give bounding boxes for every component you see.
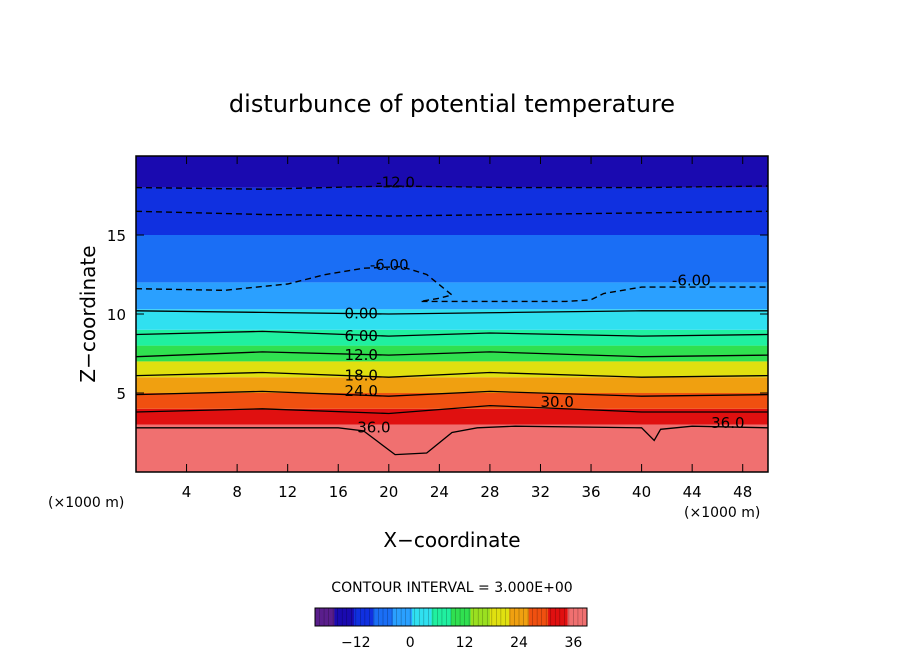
x-unit-left: (×1000 m) [48,495,124,511]
contour-line-9 [136,210,768,217]
colorbar-segment [548,608,569,626]
y-tick-label: 5 [116,385,126,403]
field-band-9 [136,235,768,283]
colorbar [314,607,588,627]
x-tick-label: 8 [232,483,242,501]
colorbar-segment [412,608,433,626]
x-axis-ticks: 4 8 12 16 20 24 28 32 36 40 44 48 [182,156,752,501]
contour-label-5: 30.0 [540,393,573,411]
colorbar-frame [314,607,588,627]
colorbar-tick-label: 24 [510,635,528,651]
colorbar-segment [470,608,491,626]
contour-lines [136,185,768,456]
contour-line-4 [136,390,768,397]
x-tick-label: 48 [733,483,752,501]
x-tick-label: 32 [531,483,550,501]
x-tick-label: 16 [329,483,348,501]
colorbar-tick-label: 0 [406,635,415,651]
x-tick-label: 44 [683,483,702,501]
x-tick-label: 4 [182,483,192,501]
y-tick-label: 15 [107,227,126,245]
x-axis-label: X−coordinate [383,528,520,552]
contour-label-0: 0.00 [345,305,378,323]
contour-line-5 [136,404,768,415]
contour-extra-label-1: 36.0 [711,414,744,432]
colorbar-tick-label: 36 [564,635,582,651]
field-band-7 [136,309,768,330]
colorbar-tick-label: 12 [456,635,474,651]
contour-line-3 [136,371,768,378]
contour-extra-label-0: -6.00 [672,272,711,290]
contour-label-4: 24.0 [345,382,378,400]
chart-title: disturbunce of potential temperature [229,90,675,118]
x-unit-right: (×1000 m) [684,505,760,521]
contour-label-1: 6.00 [345,327,378,345]
field-band-0 [136,424,768,472]
field-band-2 [136,393,768,409]
field-band-11 [136,156,768,188]
colorbar-segment [431,608,452,626]
colorbar-segment [373,608,394,626]
field-bands [136,156,768,472]
x-tick-label: 12 [278,483,297,501]
x-tick-label: 28 [480,483,499,501]
colorbar-segment [334,608,355,626]
contour-label-7: -6.00 [370,256,409,274]
contour-label-8: -12.0 [376,174,415,192]
colorbar-segment [392,608,413,626]
colorbar-segment [451,608,471,626]
contour-line-2 [136,351,768,358]
contour-label-3: 18.0 [345,366,378,384]
field-band-6 [136,329,768,346]
y-axis-label: Z−coordinate [76,245,100,382]
colorbar-segment [528,608,549,626]
x-tick-label: 20 [379,483,398,501]
field-band-10 [136,187,768,235]
contour-line-6 [136,425,768,456]
field-band-1 [136,408,768,425]
x-tick-label: 40 [632,483,651,501]
contour-label-6: 36.0 [357,419,390,437]
colorbar-segment [567,608,588,626]
colorbar-segment [509,608,530,626]
contour-label-2: 12.0 [345,346,378,364]
x-tick-label: 36 [581,483,600,501]
contour-line-1 [136,330,768,337]
colorbar-ticks: −12 0 12 24 36 [341,635,582,651]
colorbar-segment [489,608,510,626]
colorbar-segment [315,608,335,626]
contour-line-0 [136,310,768,315]
field-band-3 [136,377,768,393]
y-tick-label: 10 [107,306,126,324]
contour-interval-label: CONTOUR INTERVAL = 3.000E+00 [331,580,572,596]
colorbar-tick-label: −12 [341,635,371,651]
y-axis-ticks: 5 10 15 [107,227,768,403]
x-tick-label: 24 [430,483,449,501]
contour-line-8 [136,185,768,190]
colorbar-segment [353,608,374,626]
